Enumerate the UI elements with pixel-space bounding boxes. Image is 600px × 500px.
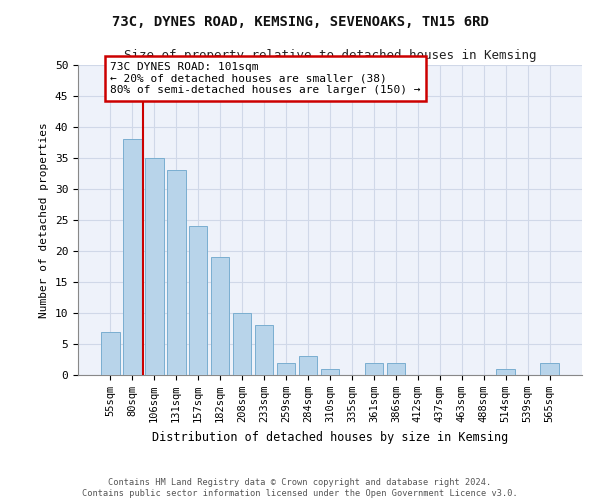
Bar	[167, 170, 185, 375]
Bar	[233, 313, 251, 375]
Text: 73C, DYNES ROAD, KEMSING, SEVENOAKS, TN15 6RD: 73C, DYNES ROAD, KEMSING, SEVENOAKS, TN1…	[112, 15, 488, 29]
Text: Contains HM Land Registry data © Crown copyright and database right 2024.
Contai: Contains HM Land Registry data © Crown c…	[82, 478, 518, 498]
Bar	[189, 226, 208, 375]
Bar	[320, 369, 340, 375]
Bar	[541, 362, 559, 375]
Bar	[496, 369, 515, 375]
Bar	[101, 332, 119, 375]
Y-axis label: Number of detached properties: Number of detached properties	[39, 122, 49, 318]
Bar	[255, 326, 274, 375]
Bar	[123, 140, 142, 375]
Bar	[145, 158, 164, 375]
Bar	[211, 257, 229, 375]
Title: Size of property relative to detached houses in Kemsing: Size of property relative to detached ho…	[124, 50, 536, 62]
Bar	[277, 362, 295, 375]
Bar	[299, 356, 317, 375]
Bar	[365, 362, 383, 375]
X-axis label: Distribution of detached houses by size in Kemsing: Distribution of detached houses by size …	[152, 430, 508, 444]
Bar	[386, 362, 405, 375]
Text: 73C DYNES ROAD: 101sqm
← 20% of detached houses are smaller (38)
80% of semi-det: 73C DYNES ROAD: 101sqm ← 20% of detached…	[110, 62, 421, 95]
